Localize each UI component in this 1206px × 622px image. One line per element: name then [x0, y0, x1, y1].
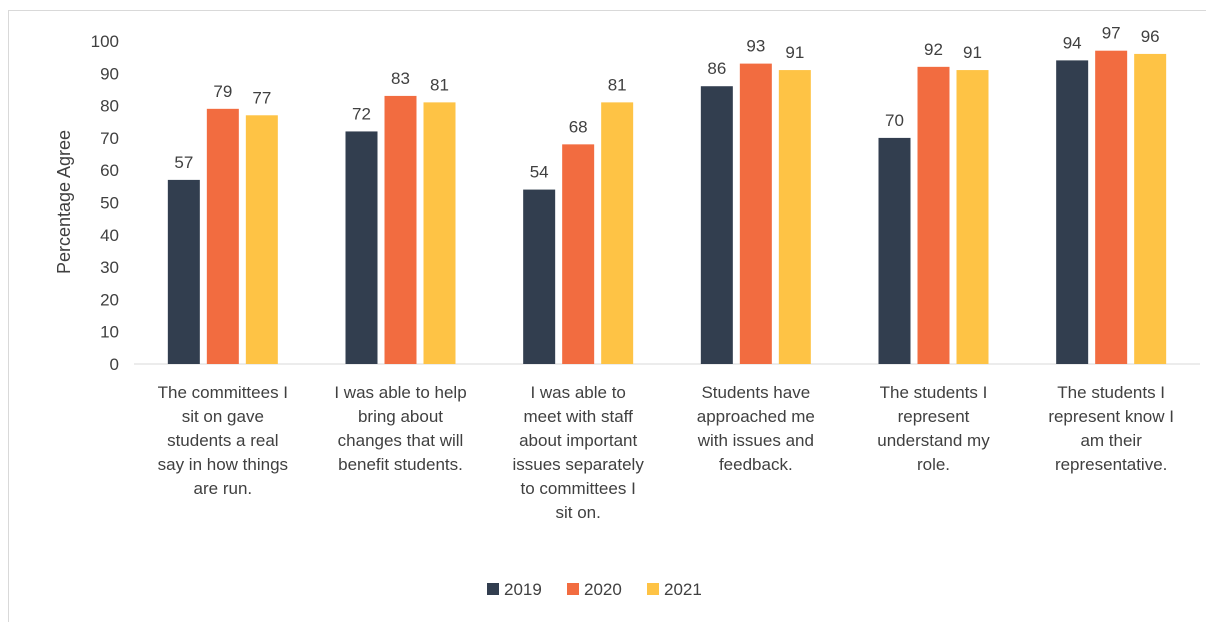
- y-tick-label: 0: [110, 355, 119, 374]
- bar-2020: [206, 108, 239, 364]
- y-tick-label: 80: [100, 97, 119, 116]
- bar-2021: [778, 70, 811, 364]
- y-tick-label: 90: [100, 64, 119, 83]
- bar-2021: [1134, 53, 1167, 365]
- x-category-label: I was able to meet with staff about import…: [512, 383, 644, 522]
- data-label-2020: 79: [213, 82, 232, 101]
- y-tick-label: 40: [100, 226, 119, 245]
- bars: [167, 50, 1167, 365]
- legend: 2019 2020 2021: [487, 580, 702, 599]
- bar-2020: [917, 66, 950, 364]
- bar-2019: [700, 86, 733, 364]
- bar-2021: [423, 102, 456, 365]
- data-label-2020: 97: [1102, 24, 1121, 43]
- bar-2019: [878, 137, 911, 364]
- data-label-2021: 91: [785, 43, 804, 62]
- bar-2019: [1056, 60, 1089, 364]
- y-tick-label: 100: [91, 32, 119, 51]
- y-tick-label: 70: [100, 129, 119, 148]
- data-label-2019: 72: [352, 104, 371, 123]
- data-label-2021: 81: [608, 75, 627, 94]
- data-label-2020: 83: [391, 69, 410, 88]
- x-category-label: I was able to help bring about changes tha…: [334, 383, 466, 474]
- legend-swatch-2020: [567, 583, 579, 595]
- bar-2021: [956, 70, 989, 364]
- bar-2019: [345, 131, 378, 364]
- bar-2020: [384, 95, 417, 364]
- bar-2020: [1095, 50, 1128, 364]
- data-label-2019: 70: [885, 111, 904, 130]
- y-tick-label: 20: [100, 290, 119, 309]
- y-tick-label: 10: [100, 323, 119, 342]
- legend-label-2021: 2021: [664, 580, 702, 599]
- data-label-2020: 93: [746, 37, 765, 56]
- y-tick-label: 30: [100, 258, 119, 277]
- data-label-2020: 68: [569, 117, 588, 136]
- legend-label-2020: 2020: [584, 580, 622, 599]
- data-label-2019: 57: [174, 153, 193, 172]
- legend-swatch-2019: [487, 583, 499, 595]
- data-labels: 57 79 77 72 83 81 54 68 81 86 93 91 70 92 91 94 97 96: [174, 24, 1159, 182]
- bar-2020: [739, 63, 772, 365]
- x-category-label: Students have approached me with issues an…: [697, 383, 815, 474]
- legend-label-2019: 2019: [504, 580, 542, 599]
- data-label-2019: 86: [707, 59, 726, 78]
- y-tick-label: 60: [100, 161, 119, 180]
- data-label-2019: 94: [1063, 33, 1082, 52]
- data-label-2021: 81: [430, 75, 449, 94]
- y-tick-label: 50: [100, 194, 119, 213]
- bar-2019: [523, 189, 556, 364]
- data-label-2019: 54: [530, 163, 549, 182]
- bar-2021: [245, 115, 278, 364]
- data-label-2020: 92: [924, 40, 943, 59]
- bar-2020: [562, 144, 595, 364]
- bar-2021: [601, 102, 634, 365]
- y-axis-title: Percentage Agree: [54, 130, 74, 274]
- data-label-2021: 91: [963, 43, 982, 62]
- data-label-2021: 77: [252, 88, 271, 107]
- data-label-2021: 96: [1141, 27, 1160, 46]
- y-axis-ticks: 0 10 20 30 40 50 60 70 80 90 100: [91, 32, 119, 374]
- bar-2019: [167, 179, 200, 364]
- legend-swatch-2021: [647, 583, 659, 595]
